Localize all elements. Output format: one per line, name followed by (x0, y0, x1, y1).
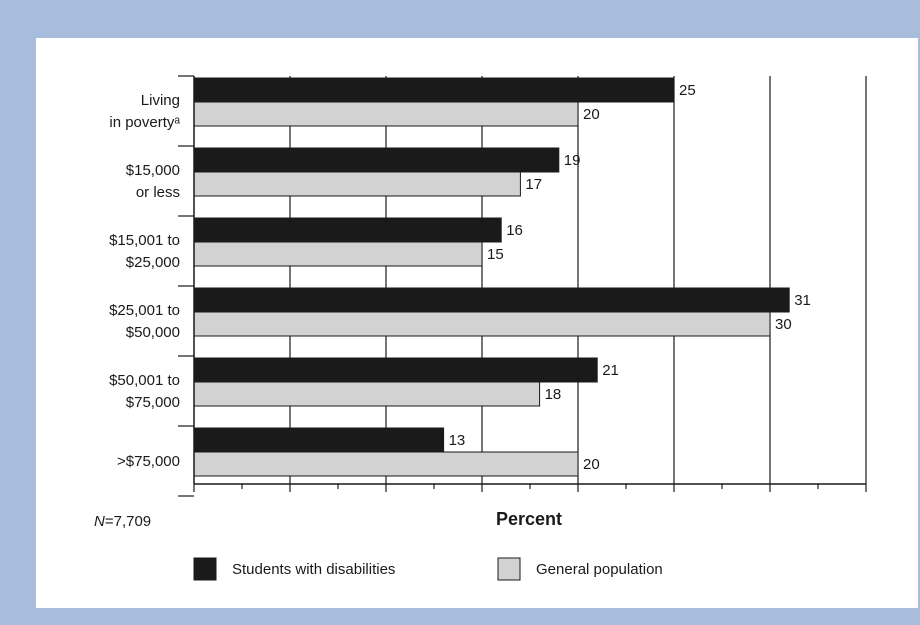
bars-layer (193, 77, 790, 477)
bar-general-5 (193, 451, 579, 477)
bar-general-4 (193, 381, 541, 407)
category-label-4: $50,001 to $75,000 (109, 372, 180, 411)
chart-panel: 25 20 Living in povertyᵃ 19 17 $15,000 or less 1… (36, 38, 918, 608)
value-label-students-3: 31 (794, 292, 811, 309)
bar-general-1 (193, 171, 521, 197)
category-label-0: Living in povertyᵃ (109, 92, 180, 131)
bar-students-3 (193, 287, 790, 313)
value-label-students-4: 21 (602, 362, 619, 379)
bar-students-0 (193, 77, 675, 103)
bar-general-2 (193, 241, 483, 267)
value-label-general-2: 15 (487, 246, 504, 263)
bar-students-4 (193, 357, 598, 383)
x-axis-title: Percent (496, 509, 562, 529)
category-label-3: $25,001 to $50,000 (109, 302, 180, 341)
bar-general-0 (193, 101, 579, 127)
bar-students-5 (193, 427, 445, 453)
value-label-general-1: 17 (525, 176, 542, 193)
legend-swatch-general (497, 557, 521, 581)
legend-label-students: Students with disabilities (232, 561, 395, 578)
value-label-students-0: 25 (679, 82, 696, 99)
sample-size-note: N=7,709 (94, 513, 151, 530)
grid-layer (289, 76, 867, 484)
labels-layer: 25 20 Living in povertyᵃ 19 17 $15,000 or less 1… (109, 82, 811, 473)
category-label-2: $15,001 to $25,000 (109, 232, 180, 271)
value-label-general-3: 30 (775, 316, 792, 333)
category-label-5: >$75,000 (117, 453, 180, 470)
value-label-students-1: 19 (564, 152, 581, 169)
value-label-students-2: 16 (506, 222, 523, 239)
value-label-students-5: 13 (449, 432, 466, 449)
value-label-general-5: 20 (583, 456, 600, 473)
legend: Students with disabilities General popul… (193, 557, 663, 581)
category-label-1: $15,000 or less (126, 162, 180, 201)
legend-label-general: General population (536, 561, 663, 578)
legend-swatch-students (193, 557, 217, 581)
income-bar-chart: 25 20 Living in povertyᵃ 19 17 $15,000 or less 1… (94, 75, 867, 581)
bar-general-3 (193, 311, 771, 337)
value-label-general-4: 18 (545, 386, 562, 403)
value-label-general-0: 20 (583, 106, 600, 123)
bar-students-2 (193, 217, 502, 243)
bar-students-1 (193, 147, 560, 173)
axis-layer (178, 75, 867, 497)
